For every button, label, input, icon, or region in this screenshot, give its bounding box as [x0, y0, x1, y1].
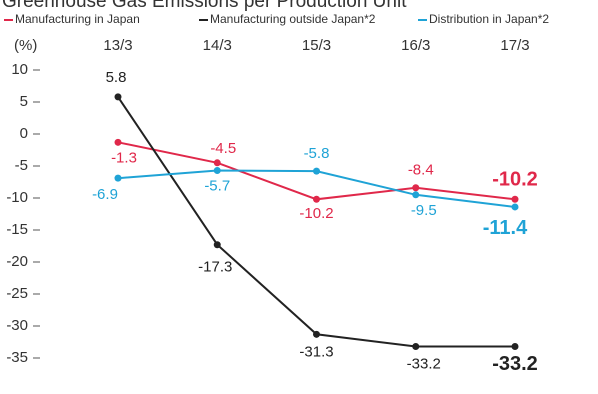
y-tick-label: -20	[6, 253, 28, 270]
data-point	[511, 342, 519, 350]
data-label: -9.5	[411, 202, 437, 219]
y-tick-label: -15	[6, 221, 28, 238]
data-label: 5.8	[106, 69, 127, 86]
data-label: -1.3	[111, 149, 137, 166]
x-tick-label: 17/3	[500, 37, 529, 54]
y-tick-label: 10	[11, 61, 28, 78]
data-point	[114, 93, 122, 101]
data-point	[412, 191, 420, 199]
y-tick-label: -35	[6, 349, 28, 366]
data-point	[313, 195, 320, 203]
y-tick-label: -10	[6, 189, 28, 206]
data-label: -33.2	[407, 355, 441, 372]
legend-label: Manufacturing in Japan	[15, 12, 140, 26]
data-point	[313, 167, 320, 175]
data-label: -4.5	[210, 140, 236, 157]
data-point	[412, 184, 420, 192]
data-label: -10.2	[492, 169, 538, 191]
legend-label: Distribution in Japan*2	[429, 12, 549, 26]
x-tick-label: 13/3	[103, 37, 132, 54]
data-point	[511, 203, 519, 211]
data-label: -33.2	[492, 353, 538, 375]
y-tick-label: 5	[20, 93, 28, 110]
data-point	[213, 166, 221, 174]
data-label: -31.3	[299, 343, 333, 360]
y-unit-label: (%)	[14, 37, 37, 54]
data-point	[213, 159, 221, 167]
legend-label: Manufacturing outside Japan*2	[210, 12, 376, 26]
data-label: -11.4	[483, 217, 528, 239]
data-label: -8.4	[408, 162, 434, 179]
data-point	[213, 241, 221, 249]
y-tick-label: 0	[20, 125, 28, 142]
chart-title: Greenhouse Gas Emissions per Production …	[2, 0, 407, 12]
y-tick-label: -30	[6, 317, 28, 334]
data-point	[114, 174, 122, 182]
x-tick-label: 14/3	[203, 37, 232, 54]
data-label: -17.3	[198, 259, 232, 276]
data-label: -10.2	[299, 205, 333, 222]
x-tick-label: 15/3	[302, 37, 331, 54]
y-tick-label: -25	[6, 285, 28, 302]
data-point	[313, 330, 320, 338]
data-point	[511, 195, 519, 203]
y-tick-label: -5	[15, 157, 28, 174]
data-label: -6.9	[92, 186, 118, 203]
x-tick-label: 16/3	[401, 37, 430, 54]
data-label: -5.8	[304, 145, 330, 162]
data-label: -5.7	[204, 177, 230, 194]
data-point	[412, 342, 420, 350]
data-point	[114, 138, 122, 146]
